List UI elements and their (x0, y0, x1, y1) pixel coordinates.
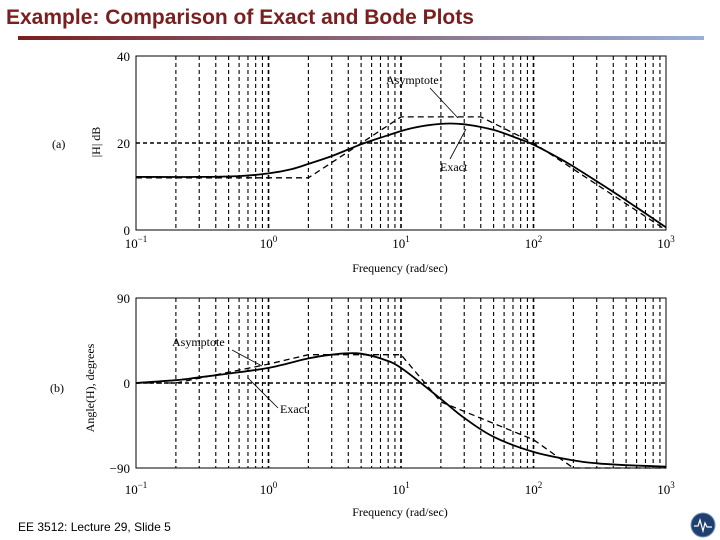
magnitude-asymptote-label: Asymptote (386, 73, 439, 87)
x-tick-label: 102 (525, 480, 543, 497)
y-tick-label: 40 (117, 49, 130, 64)
magnitude-frame (135, 55, 667, 231)
magnitude-axis-label: |H| dB (89, 127, 103, 157)
magnitude-plot: (a) |H| dB 0 20 40 10−1 100 101 102 103 Asympt… (52, 49, 675, 275)
phase-grid (136, 298, 666, 468)
magnitude-exact-label: Exact (440, 160, 468, 174)
asymptote-curve (136, 354, 666, 469)
x-tick-label: 101 (392, 480, 410, 497)
phase-x-axis-label: Frequency (rad/sec) (352, 505, 448, 519)
phase-exact-label: Exact (280, 402, 308, 416)
slide-footer: EE 3512: Lecture 29, Slide 5 (18, 520, 171, 534)
panel-label-b: (b) (50, 381, 64, 395)
x-tick-label: 10−1 (125, 234, 148, 251)
phase-asymptote-label: Asymptote (172, 335, 225, 349)
magnitude-y-ticks: 0 20 40 (117, 49, 130, 238)
exact-curve (135, 352, 667, 468)
x-tick-label: 103 (657, 480, 675, 497)
x-tick-label: 103 (657, 234, 675, 251)
y-tick-label: 0 (124, 376, 131, 391)
university-logo (690, 512, 716, 538)
asymptote-curve (136, 116, 667, 231)
magnitude-x-axis-label: Frequency (rad/sec) (352, 261, 448, 275)
phase-axis-label: Angle(H), degrees (83, 343, 97, 432)
magnitude-x-ticks: 10−1 100 101 102 103 (125, 234, 676, 251)
magnitude-asymptote-pointer (429, 87, 459, 119)
y-tick-label: −90 (110, 461, 130, 476)
y-tick-label: 90 (117, 291, 130, 306)
y-tick-label: 0 (124, 223, 131, 238)
panel-label-a: (a) (52, 137, 65, 151)
x-tick-label: 100 (260, 234, 278, 251)
phase-frame (135, 297, 667, 469)
title-underline (18, 36, 704, 40)
exact-curve (135, 122, 667, 229)
x-tick-label: 10−1 (125, 480, 148, 497)
magnitude-grid (136, 56, 666, 230)
y-tick-label: 20 (117, 136, 130, 151)
x-tick-label: 100 (260, 480, 278, 497)
magnitude-exact-pointer (449, 128, 467, 160)
phase-y-ticks: −90 0 90 (110, 291, 130, 476)
phase-x-ticks: 10−1 100 101 102 103 (125, 480, 676, 497)
phase-series (135, 352, 667, 469)
phase-exact-pointer (247, 377, 279, 409)
x-tick-label: 101 (392, 234, 410, 251)
magnitude-series (135, 116, 667, 231)
x-tick-label: 102 (525, 234, 543, 251)
slide-title: Example: Comparison of Exact and Bode Pl… (6, 6, 474, 29)
phase-asymptote-pointer (231, 349, 263, 367)
